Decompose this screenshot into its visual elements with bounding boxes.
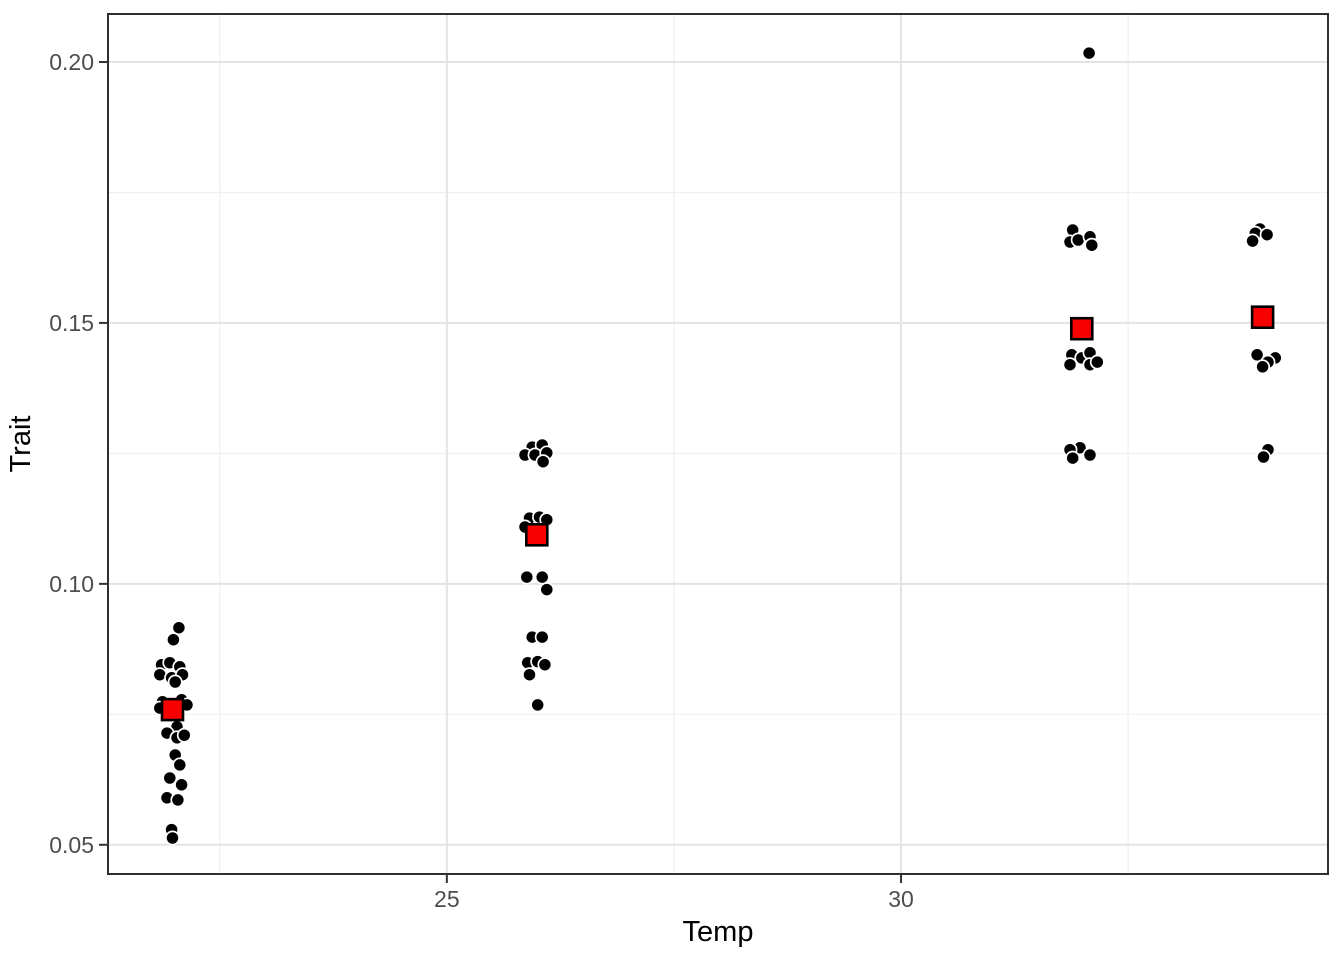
data-point bbox=[534, 569, 550, 585]
data-point bbox=[1259, 227, 1275, 243]
mean-point bbox=[1250, 305, 1275, 330]
plot-panel bbox=[108, 14, 1328, 874]
data-point bbox=[176, 727, 192, 743]
data-point bbox=[165, 632, 181, 648]
data-point bbox=[535, 454, 551, 470]
data-point bbox=[539, 582, 555, 598]
data-point bbox=[519, 569, 535, 585]
data-point bbox=[1255, 359, 1271, 375]
x-tick-label: 30 bbox=[888, 886, 914, 912]
data-point bbox=[1245, 233, 1261, 249]
data-point bbox=[530, 697, 546, 713]
y-tick-label: 0.10 bbox=[49, 571, 94, 597]
data-point bbox=[162, 770, 178, 786]
data-point bbox=[522, 667, 537, 683]
data-point bbox=[174, 777, 190, 793]
data-point bbox=[171, 620, 187, 636]
y-axis-title: Trait bbox=[5, 416, 37, 473]
data-point bbox=[1062, 357, 1078, 373]
panel-border bbox=[107, 13, 1329, 875]
x-tick-label: 25 bbox=[434, 886, 460, 912]
mean-point bbox=[524, 522, 549, 547]
mean-point bbox=[160, 697, 185, 722]
x-axis-title: Temp bbox=[683, 916, 754, 948]
data-point bbox=[172, 757, 188, 773]
data-point bbox=[1081, 45, 1097, 61]
data-point bbox=[1256, 449, 1271, 465]
y-tick-label: 0.05 bbox=[49, 832, 94, 858]
y-tick-label: 0.15 bbox=[49, 310, 94, 336]
data-point bbox=[1249, 347, 1265, 363]
data-point bbox=[1089, 354, 1105, 370]
mean-point bbox=[1070, 316, 1094, 341]
y-tick-label: 0.20 bbox=[49, 49, 94, 75]
data-point bbox=[167, 674, 183, 690]
data-point bbox=[537, 657, 553, 673]
data-point bbox=[1065, 450, 1081, 466]
data-point bbox=[165, 830, 180, 846]
data-point bbox=[1082, 447, 1098, 463]
data-point bbox=[534, 629, 550, 645]
data-point bbox=[1084, 237, 1100, 253]
data-point bbox=[170, 792, 186, 808]
